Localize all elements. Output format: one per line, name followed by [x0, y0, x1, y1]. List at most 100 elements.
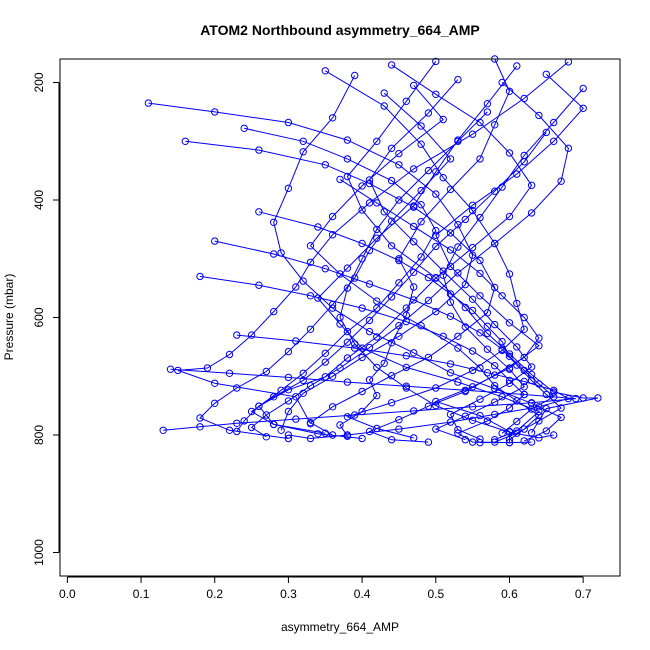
data-point — [211, 108, 219, 116]
data-point — [527, 209, 536, 217]
data-point — [380, 102, 388, 110]
data-point — [380, 359, 388, 367]
data-point — [358, 434, 366, 443]
data-point — [550, 393, 558, 401]
data-point — [579, 394, 587, 402]
data-point — [461, 387, 469, 396]
data-point — [358, 239, 366, 248]
data-point — [284, 397, 293, 405]
data-point — [387, 399, 396, 407]
data-point — [365, 427, 374, 436]
series-line — [199, 92, 452, 439]
data-point — [505, 404, 514, 412]
data-point — [395, 425, 403, 433]
data-point — [505, 428, 514, 436]
data-point — [454, 243, 462, 251]
data-point — [343, 136, 352, 144]
data-point — [395, 256, 403, 265]
data-point — [211, 379, 219, 387]
y-tick-label: 800 — [32, 425, 46, 445]
series-10 — [365, 75, 536, 443]
data-point — [579, 104, 587, 113]
data-point — [468, 251, 477, 259]
data-point — [424, 273, 433, 282]
data-point — [284, 118, 293, 127]
data-point — [373, 363, 381, 372]
data-point — [550, 118, 558, 127]
data-point — [476, 395, 484, 403]
data-point — [299, 148, 307, 156]
series-24 — [336, 175, 543, 446]
data-point — [542, 427, 550, 435]
data-point — [468, 201, 477, 210]
data-point — [387, 61, 396, 69]
series-line — [346, 61, 599, 433]
data-point — [299, 277, 307, 285]
data-point — [336, 270, 344, 278]
data-point — [468, 306, 477, 315]
series-line — [434, 88, 584, 441]
data-point — [284, 431, 293, 439]
data-point — [343, 155, 352, 163]
data-point — [373, 297, 381, 305]
data-point — [550, 137, 558, 146]
data-point — [498, 78, 506, 87]
series-layer — [144, 55, 602, 447]
data-point — [505, 149, 514, 157]
data-point — [505, 212, 514, 221]
data-point — [468, 295, 477, 303]
data-point — [387, 436, 396, 444]
data-point — [468, 347, 477, 355]
series-line — [258, 64, 533, 434]
data-point — [395, 332, 403, 340]
data-point — [365, 316, 374, 325]
data-point — [432, 242, 440, 251]
data-point — [410, 268, 418, 276]
data-point — [233, 331, 241, 339]
data-point — [417, 140, 425, 148]
series-line — [250, 132, 547, 439]
data-point — [557, 177, 565, 185]
data-point — [476, 269, 484, 278]
data-point — [270, 393, 278, 401]
series-line — [339, 111, 554, 439]
data-point — [498, 292, 506, 300]
data-point — [476, 155, 484, 163]
data-point — [520, 366, 528, 375]
data-point — [328, 114, 337, 122]
data-point — [535, 417, 543, 425]
data-point — [255, 208, 263, 216]
data-point — [572, 394, 580, 403]
data-point — [225, 350, 234, 359]
data-point — [395, 149, 403, 158]
x-tick-label: 0.3 — [280, 587, 297, 601]
data-point — [351, 344, 359, 352]
data-point — [513, 299, 521, 308]
series-line — [325, 70, 525, 439]
data-point — [247, 423, 256, 432]
series-18 — [211, 237, 565, 447]
data-point — [454, 137, 462, 146]
y-axis: 200 400 600 800 1000 — [32, 72, 60, 566]
series-16 — [196, 89, 455, 443]
data-point — [491, 187, 499, 195]
data-point — [432, 226, 440, 235]
data-point — [505, 376, 514, 385]
data-point — [535, 434, 543, 442]
data-point — [292, 393, 300, 401]
data-point — [446, 246, 455, 254]
data-point — [247, 407, 256, 416]
series-line — [214, 240, 562, 444]
data-point — [527, 429, 536, 437]
data-point — [387, 242, 396, 250]
data-point — [410, 222, 418, 231]
series-21 — [255, 208, 558, 437]
data-point — [402, 304, 410, 312]
y-tick-label: 1000 — [32, 539, 46, 566]
data-point — [410, 349, 418, 357]
data-point — [328, 212, 337, 221]
data-point — [446, 155, 455, 163]
data-point — [395, 196, 403, 204]
data-point — [373, 225, 381, 234]
series-line — [236, 127, 437, 432]
